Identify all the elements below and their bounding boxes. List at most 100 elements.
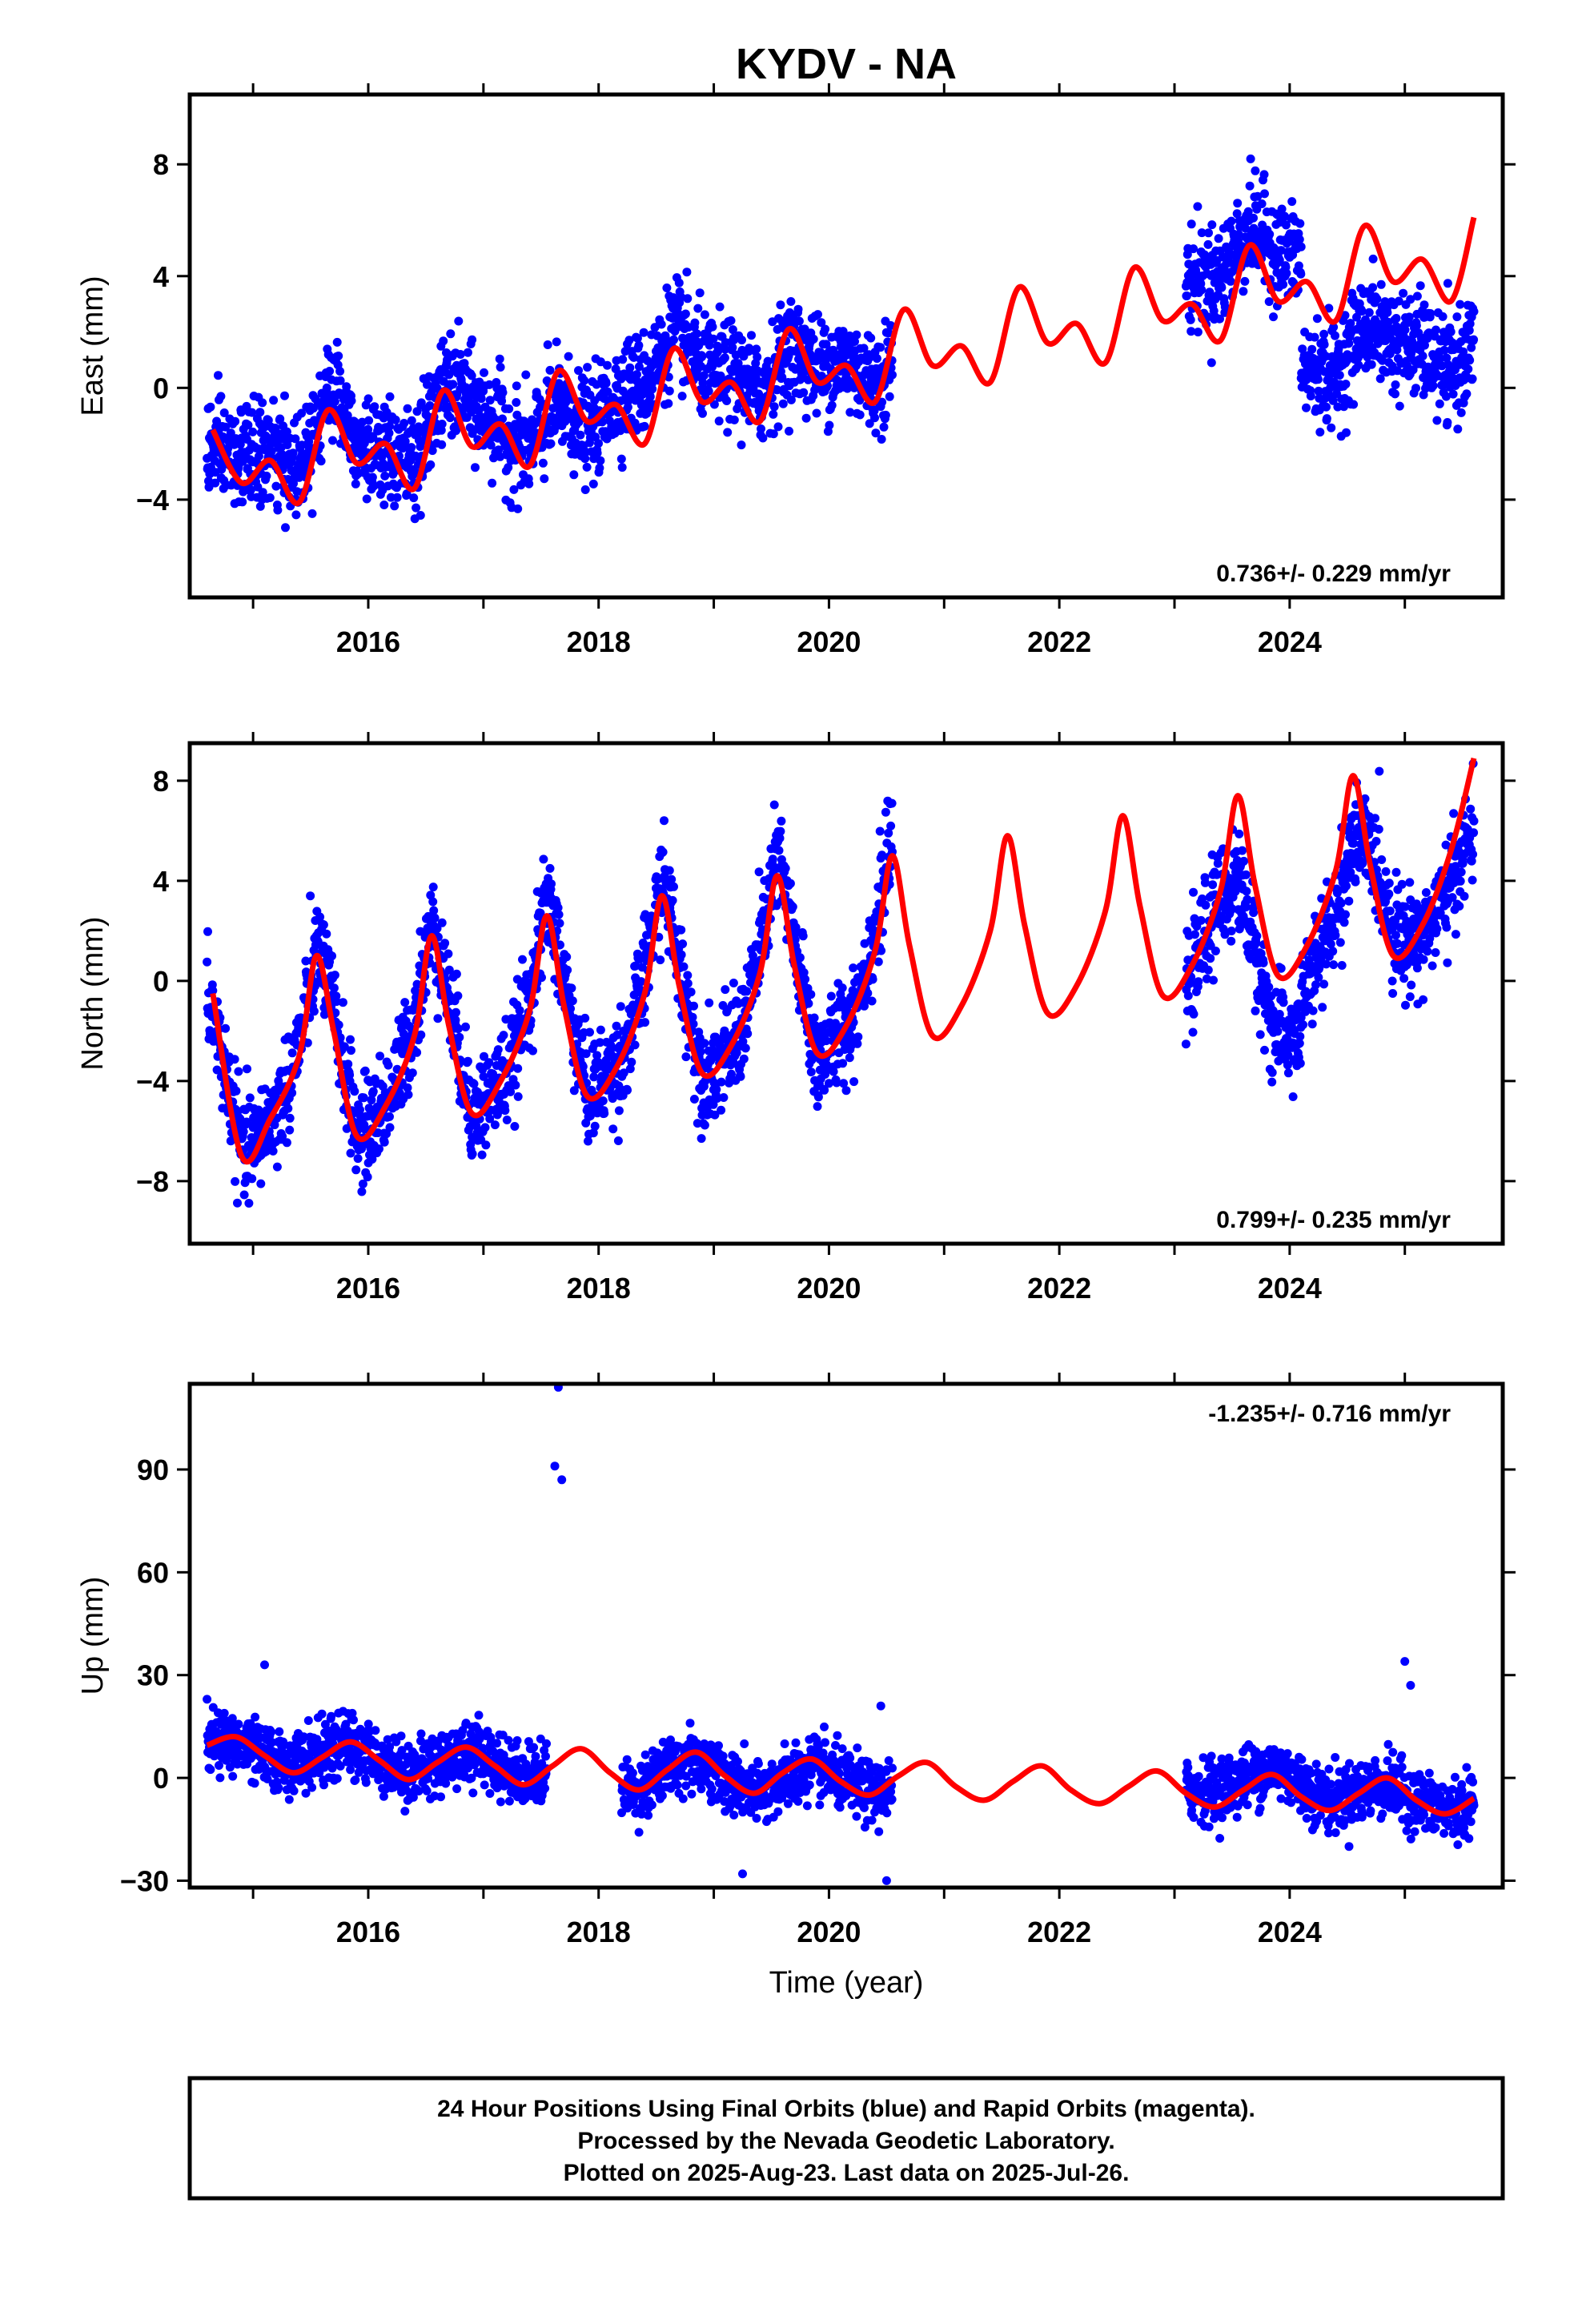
east-ylabel: East (mm)	[76, 275, 110, 416]
data-point	[778, 399, 788, 408]
data-point	[1283, 1068, 1293, 1078]
data-point	[269, 396, 279, 405]
data-point	[379, 501, 389, 509]
data-point	[477, 1150, 487, 1160]
data-point	[1302, 403, 1311, 412]
data-point	[747, 331, 756, 340]
data-point	[412, 407, 422, 416]
data-point	[391, 415, 400, 424]
data-point	[484, 380, 494, 389]
data-point	[664, 399, 673, 408]
data-point	[494, 445, 504, 455]
data-point	[793, 304, 803, 314]
data-point	[592, 448, 602, 458]
data-point	[554, 910, 564, 919]
data-point	[825, 420, 834, 430]
data-point	[404, 1090, 413, 1100]
data-point	[1412, 292, 1422, 301]
data-point	[1214, 234, 1223, 243]
data-point	[203, 957, 212, 967]
data-point	[589, 1072, 599, 1082]
data-point	[353, 1154, 363, 1164]
data-point	[385, 421, 394, 431]
data-point	[1468, 374, 1477, 384]
data-point	[322, 929, 331, 939]
data-point	[753, 352, 762, 362]
data-point	[1387, 976, 1397, 986]
data-point	[669, 882, 678, 891]
data-point	[1405, 878, 1415, 887]
chart-title: KYDV - NA	[736, 40, 957, 88]
data-point	[624, 336, 634, 345]
data-point	[265, 493, 275, 502]
data-point	[453, 991, 463, 1000]
data-point	[282, 1138, 291, 1148]
data-point	[1432, 416, 1442, 425]
data-point	[826, 991, 836, 1001]
data-point	[211, 478, 220, 488]
data-point	[754, 867, 764, 877]
data-point	[1391, 867, 1401, 877]
data-point	[1299, 1020, 1308, 1030]
data-point	[246, 485, 255, 495]
data-point	[872, 354, 881, 364]
y-tick-label: 8	[153, 148, 169, 181]
data-point	[504, 463, 513, 472]
data-point	[1412, 963, 1422, 973]
data-point	[1383, 308, 1392, 317]
data-point	[380, 471, 390, 480]
data-point	[678, 939, 688, 949]
data-point	[412, 503, 421, 513]
data-point	[1342, 881, 1351, 891]
data-point	[801, 975, 810, 984]
data-point	[1452, 312, 1462, 322]
data-point	[1341, 380, 1351, 389]
data-point	[216, 392, 226, 401]
data-point	[360, 1066, 370, 1076]
data-point	[463, 1056, 472, 1066]
data-point	[795, 953, 805, 963]
data-point	[1421, 888, 1431, 897]
data-point	[1189, 1009, 1199, 1019]
data-point	[1411, 384, 1420, 393]
data-point	[316, 456, 326, 466]
data-point	[1260, 189, 1269, 199]
data-point	[502, 1116, 512, 1124]
east-points	[203, 154, 1479, 533]
data-point	[881, 807, 890, 817]
data-point	[681, 1052, 691, 1062]
data-point	[430, 913, 440, 923]
data-point	[555, 919, 564, 928]
data-point	[535, 395, 544, 404]
data-point	[639, 328, 648, 337]
data-point	[726, 316, 736, 325]
data-point	[437, 420, 447, 428]
data-point	[351, 479, 360, 489]
data-point	[1203, 965, 1213, 975]
data-point	[428, 883, 438, 892]
y-tick-label: 4	[153, 260, 169, 293]
data-point	[512, 381, 521, 391]
data-point	[463, 348, 472, 357]
data-point	[1423, 947, 1432, 956]
data-point	[592, 380, 601, 389]
data-point	[875, 826, 885, 836]
data-point	[364, 416, 374, 425]
data-point	[580, 376, 589, 385]
data-point	[630, 418, 640, 428]
data-point	[683, 294, 693, 304]
data-point	[809, 1013, 819, 1023]
data-point	[255, 408, 265, 417]
data-point	[234, 1067, 243, 1076]
data-point	[386, 493, 396, 502]
data-point	[347, 396, 356, 405]
data-point	[267, 447, 276, 456]
data-point	[291, 434, 300, 444]
data-point	[1465, 356, 1475, 365]
data-point	[552, 337, 561, 347]
data-point	[1341, 910, 1350, 919]
data-point	[576, 430, 585, 440]
data-point	[1322, 414, 1331, 424]
data-point	[363, 394, 373, 404]
data-point	[1349, 400, 1359, 409]
